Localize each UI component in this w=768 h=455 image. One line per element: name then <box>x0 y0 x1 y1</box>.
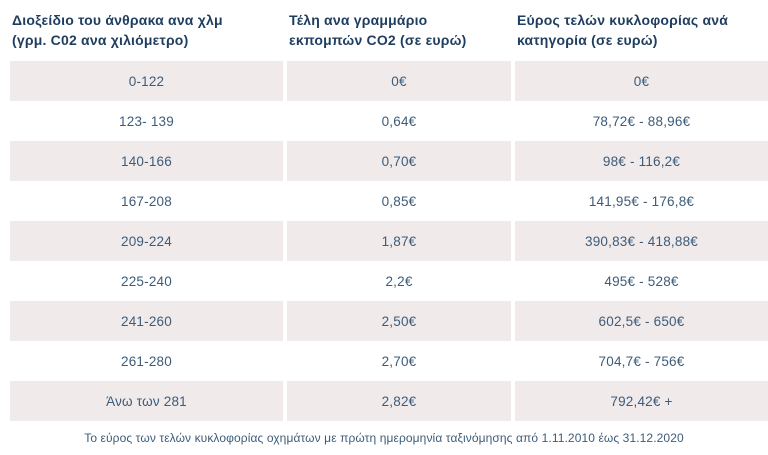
co2-range-cell: 261-280 <box>10 341 283 381</box>
co2-range-cell: 225-240 <box>10 261 283 301</box>
column-header-co2-per-km: Διοξείδιο του άνθρακα ανα χλμ (γρμ. C02 … <box>12 12 223 48</box>
co2-range-cell: 140-166 <box>10 141 283 181</box>
fee-range-cell: 602,5€ - 650€ <box>515 301 768 341</box>
fee-range-cell: 0€ <box>515 61 768 101</box>
table-row: 167-208 0,85€ 141,95€ - 176,8€ <box>10 181 768 221</box>
fee-per-gram-cell: 0,70€ <box>287 141 511 181</box>
fee-per-gram-cell: 2,50€ <box>287 301 511 341</box>
co2-range-cell: 0-122 <box>10 61 283 101</box>
column-header-fee-per-gram: Τέλη ανα γραμμάριο εκπομπών CO2 (σε ευρώ… <box>289 12 467 48</box>
fee-per-gram-cell: 1,87€ <box>287 221 511 261</box>
fee-range-cell: 792,42€ + <box>515 381 768 421</box>
table-header-row: Διοξείδιο του άνθρακα ανα χλμ (γρμ. C02 … <box>10 0 768 52</box>
fee-per-gram-cell: 2,70€ <box>287 341 511 381</box>
table-row: 123- 139 0,64€ 78,72€ - 88,96€ <box>10 101 768 141</box>
co2-range-cell: 241-260 <box>10 301 283 341</box>
table-row: 140-166 0,70€ 98€ - 116,2€ <box>10 141 768 181</box>
column-header-fee-range-per-category: Εύρος τελών κυκλοφορίας ανά κατηγορία (σ… <box>517 12 729 48</box>
fee-range-cell: 704,7€ - 756€ <box>515 341 768 381</box>
fee-range-cell: 390,83€ - 418,88€ <box>515 221 768 261</box>
fee-per-gram-cell: 0,85€ <box>287 181 511 221</box>
co2-range-cell: Άνω των 281 <box>10 381 283 421</box>
fee-range-cell: 495€ - 528€ <box>515 261 768 301</box>
table-row: 209-224 1,87€ 390,83€ - 418,88€ <box>10 221 768 261</box>
fee-per-gram-cell: 0€ <box>287 61 511 101</box>
co2-range-cell: 167-208 <box>10 181 283 221</box>
fee-per-gram-cell: 2,82€ <box>287 381 511 421</box>
table-row: 261-280 2,70€ 704,7€ - 756€ <box>10 341 768 381</box>
fee-per-gram-cell: 0,64€ <box>287 101 511 141</box>
fee-per-gram-cell: 2,2€ <box>287 261 511 301</box>
table-body: 0-122 0€ 0€ 123- 139 0,64€ 78,72€ - 88,96€ 140… <box>10 61 768 421</box>
table-footnote: Το εύρος των τελών κυκλοφορίας οχημάτων … <box>84 430 684 445</box>
table-row: 0-122 0€ 0€ <box>10 61 768 101</box>
co2-range-cell: 123- 139 <box>10 101 283 141</box>
fee-range-cell: 78,72€ - 88,96€ <box>515 101 768 141</box>
fee-range-cell: 98€ - 116,2€ <box>515 141 768 181</box>
co2-range-cell: 209-224 <box>10 221 283 261</box>
table-row: 225-240 2,2€ 495€ - 528€ <box>10 261 768 301</box>
table-row: Άνω των 281 2,82€ 792,42€ + <box>10 381 768 421</box>
table-row: 241-260 2,50€ 602,5€ - 650€ <box>10 301 768 341</box>
fee-range-cell: 141,95€ - 176,8€ <box>515 181 768 221</box>
